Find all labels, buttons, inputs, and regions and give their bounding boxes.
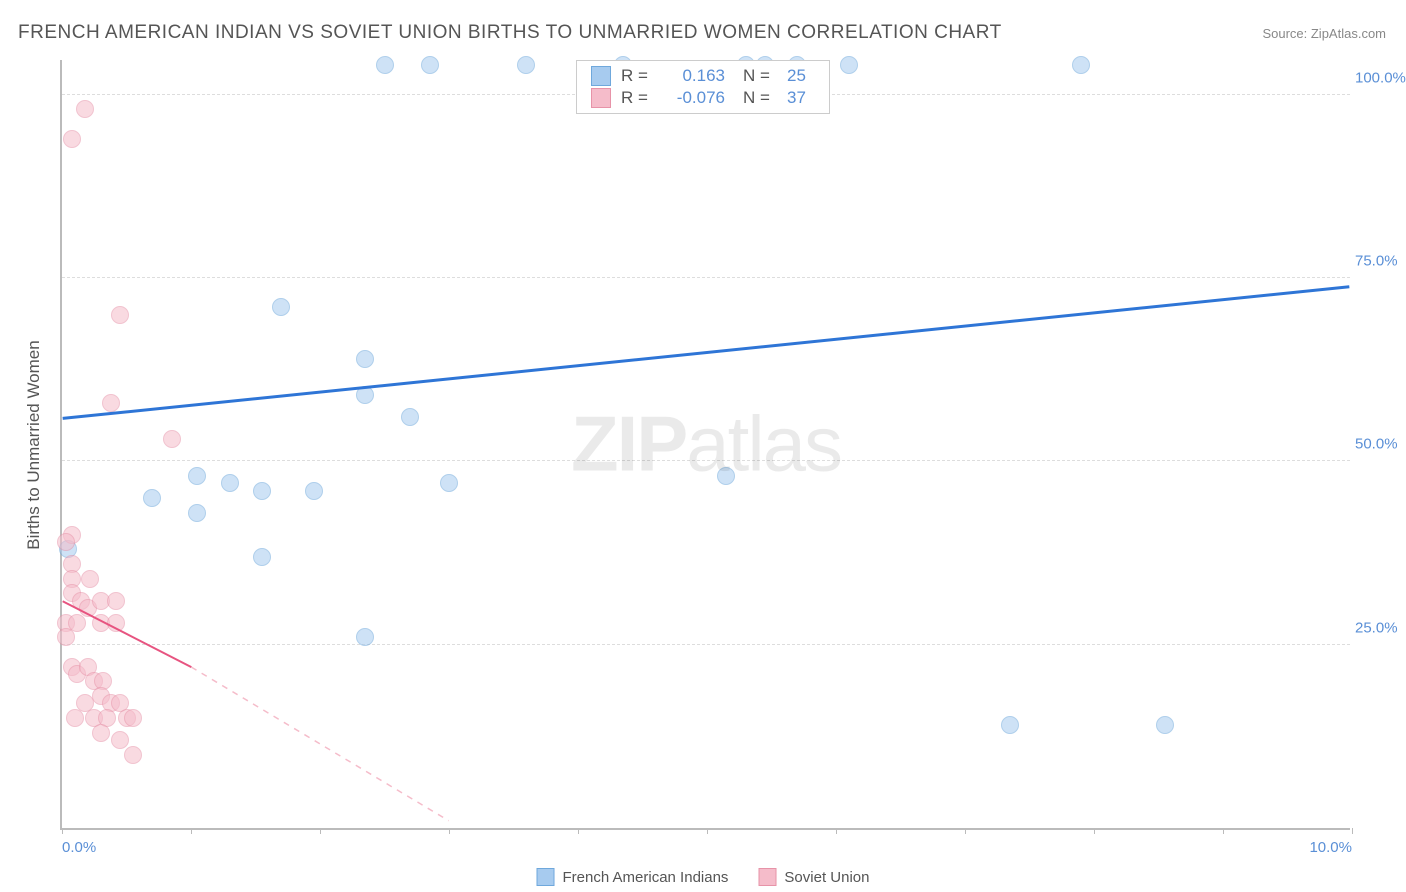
legend-swatch-series1 — [591, 66, 611, 86]
data-point — [188, 467, 206, 485]
data-point — [63, 130, 81, 148]
data-point — [57, 628, 75, 646]
data-point — [188, 504, 206, 522]
y-axis-label: Births to Unmarried Women — [24, 340, 44, 549]
bottom-legend: French American Indians Soviet Union — [537, 868, 870, 886]
data-point — [356, 386, 374, 404]
data-point — [102, 394, 120, 412]
y-tick-label: 25.0% — [1355, 619, 1406, 636]
data-point — [517, 56, 535, 74]
data-point — [221, 474, 239, 492]
data-point — [253, 482, 271, 500]
legend-swatch-series1-bottom — [537, 868, 555, 886]
data-point — [376, 56, 394, 74]
data-point — [163, 430, 181, 448]
gridline-h — [62, 644, 1350, 645]
legend-row-series2: R = -0.076 N = 37 — [591, 87, 815, 109]
data-point — [111, 306, 129, 324]
x-tick-mark — [191, 828, 192, 834]
legend-row-series1: R = 0.163 N = 25 — [591, 65, 815, 87]
data-point — [253, 548, 271, 566]
data-point — [68, 614, 86, 632]
x-tick-mark — [1223, 828, 1224, 834]
x-tick-label: 0.0% — [62, 839, 96, 856]
source-label: Source: ZipAtlas.com — [1262, 26, 1386, 41]
watermark: ZIPatlas — [571, 399, 841, 490]
watermark-bold: ZIP — [571, 400, 686, 488]
y-tick-label: 50.0% — [1355, 436, 1406, 453]
x-tick-mark — [836, 828, 837, 834]
y-tick-label: 75.0% — [1355, 253, 1406, 270]
data-point — [66, 709, 84, 727]
trend-lines — [62, 60, 1350, 828]
gridline-h — [62, 277, 1350, 278]
data-point — [143, 489, 161, 507]
x-tick-label: 10.0% — [1309, 839, 1352, 856]
data-point — [421, 56, 439, 74]
chart-title: FRENCH AMERICAN INDIAN VS SOVIET UNION B… — [18, 22, 1002, 44]
n-value-series2: 37 — [787, 88, 815, 108]
r-value-series2: -0.076 — [663, 88, 725, 108]
legend-swatch-series2 — [591, 88, 611, 108]
data-point — [76, 100, 94, 118]
legend-swatch-series2-bottom — [758, 868, 776, 886]
gridline-h — [62, 460, 1350, 461]
data-point — [305, 482, 323, 500]
data-point — [356, 350, 374, 368]
n-label: N = — [743, 88, 777, 108]
x-tick-mark — [449, 828, 450, 834]
chart-container: FRENCH AMERICAN INDIAN VS SOVIET UNION B… — [0, 0, 1406, 892]
data-point — [92, 724, 110, 742]
data-point — [840, 56, 858, 74]
x-tick-mark — [62, 828, 63, 834]
data-point — [107, 614, 125, 632]
x-tick-mark — [1094, 828, 1095, 834]
watermark-rest: atlas — [686, 400, 841, 488]
data-point — [81, 570, 99, 588]
n-label: N = — [743, 66, 777, 86]
data-point — [717, 467, 735, 485]
x-tick-mark — [578, 828, 579, 834]
legend-label-series2: Soviet Union — [784, 869, 869, 886]
data-point — [111, 731, 129, 749]
data-point — [401, 408, 419, 426]
y-tick-label: 100.0% — [1355, 69, 1406, 86]
data-point — [356, 628, 374, 646]
legend-item-series2: Soviet Union — [758, 868, 869, 886]
x-tick-mark — [1352, 828, 1353, 834]
data-point — [107, 592, 125, 610]
data-point — [272, 298, 290, 316]
r-value-series1: 0.163 — [663, 66, 725, 86]
legend-item-series1: French American Indians — [537, 868, 729, 886]
data-point — [57, 533, 75, 551]
correlation-legend: R = 0.163 N = 25 R = -0.076 N = 37 — [576, 60, 830, 114]
plot-area: ZIPatlas 25.0%50.0%75.0%100.0%0.0%10.0% — [60, 60, 1350, 830]
legend-label-series1: French American Indians — [563, 869, 729, 886]
data-point — [1156, 716, 1174, 734]
n-value-series1: 25 — [787, 66, 815, 86]
x-tick-mark — [707, 828, 708, 834]
r-label: R = — [621, 66, 653, 86]
data-point — [1072, 56, 1090, 74]
x-tick-mark — [965, 828, 966, 834]
data-point — [440, 474, 458, 492]
r-label: R = — [621, 88, 653, 108]
x-tick-mark — [320, 828, 321, 834]
data-point — [1001, 716, 1019, 734]
data-point — [124, 709, 142, 727]
data-point — [124, 746, 142, 764]
